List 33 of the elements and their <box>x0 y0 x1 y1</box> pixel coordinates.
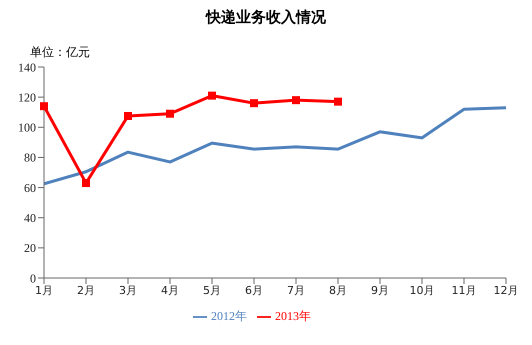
point <box>250 99 258 108</box>
x-tick-label: 4月 <box>161 284 179 297</box>
y-tick-label: 20 <box>24 241 36 256</box>
y-tick-label: 100 <box>18 120 36 135</box>
y-tick-label: 120 <box>18 90 36 104</box>
y-tick-label: 60 <box>24 180 36 195</box>
point <box>166 110 174 118</box>
x-tick-label: 6月 <box>245 284 263 297</box>
legend-label: 2012年 <box>211 309 247 323</box>
x-tick-label: 8月 <box>329 284 347 297</box>
legend-label: 2013年 <box>275 309 311 323</box>
point <box>82 179 90 188</box>
x-tick-label: 5月 <box>203 284 221 297</box>
x-tick-label: 9月 <box>371 284 389 297</box>
line-series <box>42 106 508 186</box>
point <box>124 112 132 120</box>
x-tick-label: 10月 <box>410 284 434 297</box>
point <box>40 102 48 110</box>
point <box>208 92 216 100</box>
x-tick-label: 2月 <box>77 284 95 297</box>
x-tick-label: 3月 <box>119 284 137 297</box>
x-tick-label: 11月 <box>452 284 476 297</box>
point <box>292 96 300 104</box>
point <box>334 98 342 106</box>
y-tick-label: 40 <box>24 210 36 225</box>
x-tick-label: 12月 <box>494 284 518 297</box>
x-tick-label: 1月 <box>35 284 53 297</box>
x-tick-label: 7月 <box>287 284 305 297</box>
y-tick-label: 80 <box>24 150 36 165</box>
y-tick-label: 140 <box>18 60 36 74</box>
text: 单位：亿元 <box>30 44 90 61</box>
y-tick-label: 0 <box>30 271 36 286</box>
chart-title: 快递业务收入情况 <box>204 8 327 27</box>
